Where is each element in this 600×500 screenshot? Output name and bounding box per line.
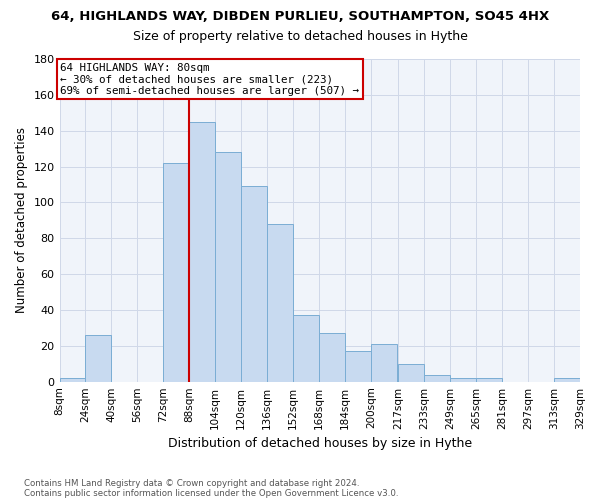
Bar bbox=[554, 378, 580, 382]
Text: 64 HIGHLANDS WAY: 80sqm
← 30% of detached houses are smaller (223)
69% of semi-d: 64 HIGHLANDS WAY: 80sqm ← 30% of detache… bbox=[61, 62, 359, 96]
Bar bbox=[319, 334, 345, 382]
Bar bbox=[424, 374, 450, 382]
Y-axis label: Number of detached properties: Number of detached properties bbox=[15, 128, 28, 314]
X-axis label: Distribution of detached houses by size in Hythe: Distribution of detached houses by size … bbox=[168, 437, 472, 450]
Bar bbox=[450, 378, 476, 382]
Bar bbox=[267, 224, 293, 382]
Text: 64, HIGHLANDS WAY, DIBDEN PURLIEU, SOUTHAMPTON, SO45 4HX: 64, HIGHLANDS WAY, DIBDEN PURLIEU, SOUTH… bbox=[51, 10, 549, 23]
Bar bbox=[476, 378, 502, 382]
Bar bbox=[371, 344, 397, 382]
Bar bbox=[293, 316, 319, 382]
Text: Contains public sector information licensed under the Open Government Licence v3: Contains public sector information licen… bbox=[24, 488, 398, 498]
Bar bbox=[215, 152, 241, 382]
Bar bbox=[163, 163, 189, 382]
Bar bbox=[59, 378, 85, 382]
Bar bbox=[85, 335, 112, 382]
Bar bbox=[345, 351, 371, 382]
Text: Size of property relative to detached houses in Hythe: Size of property relative to detached ho… bbox=[133, 30, 467, 43]
Bar bbox=[398, 364, 424, 382]
Bar bbox=[241, 186, 267, 382]
Bar bbox=[189, 122, 215, 382]
Text: Contains HM Land Registry data © Crown copyright and database right 2024.: Contains HM Land Registry data © Crown c… bbox=[24, 478, 359, 488]
